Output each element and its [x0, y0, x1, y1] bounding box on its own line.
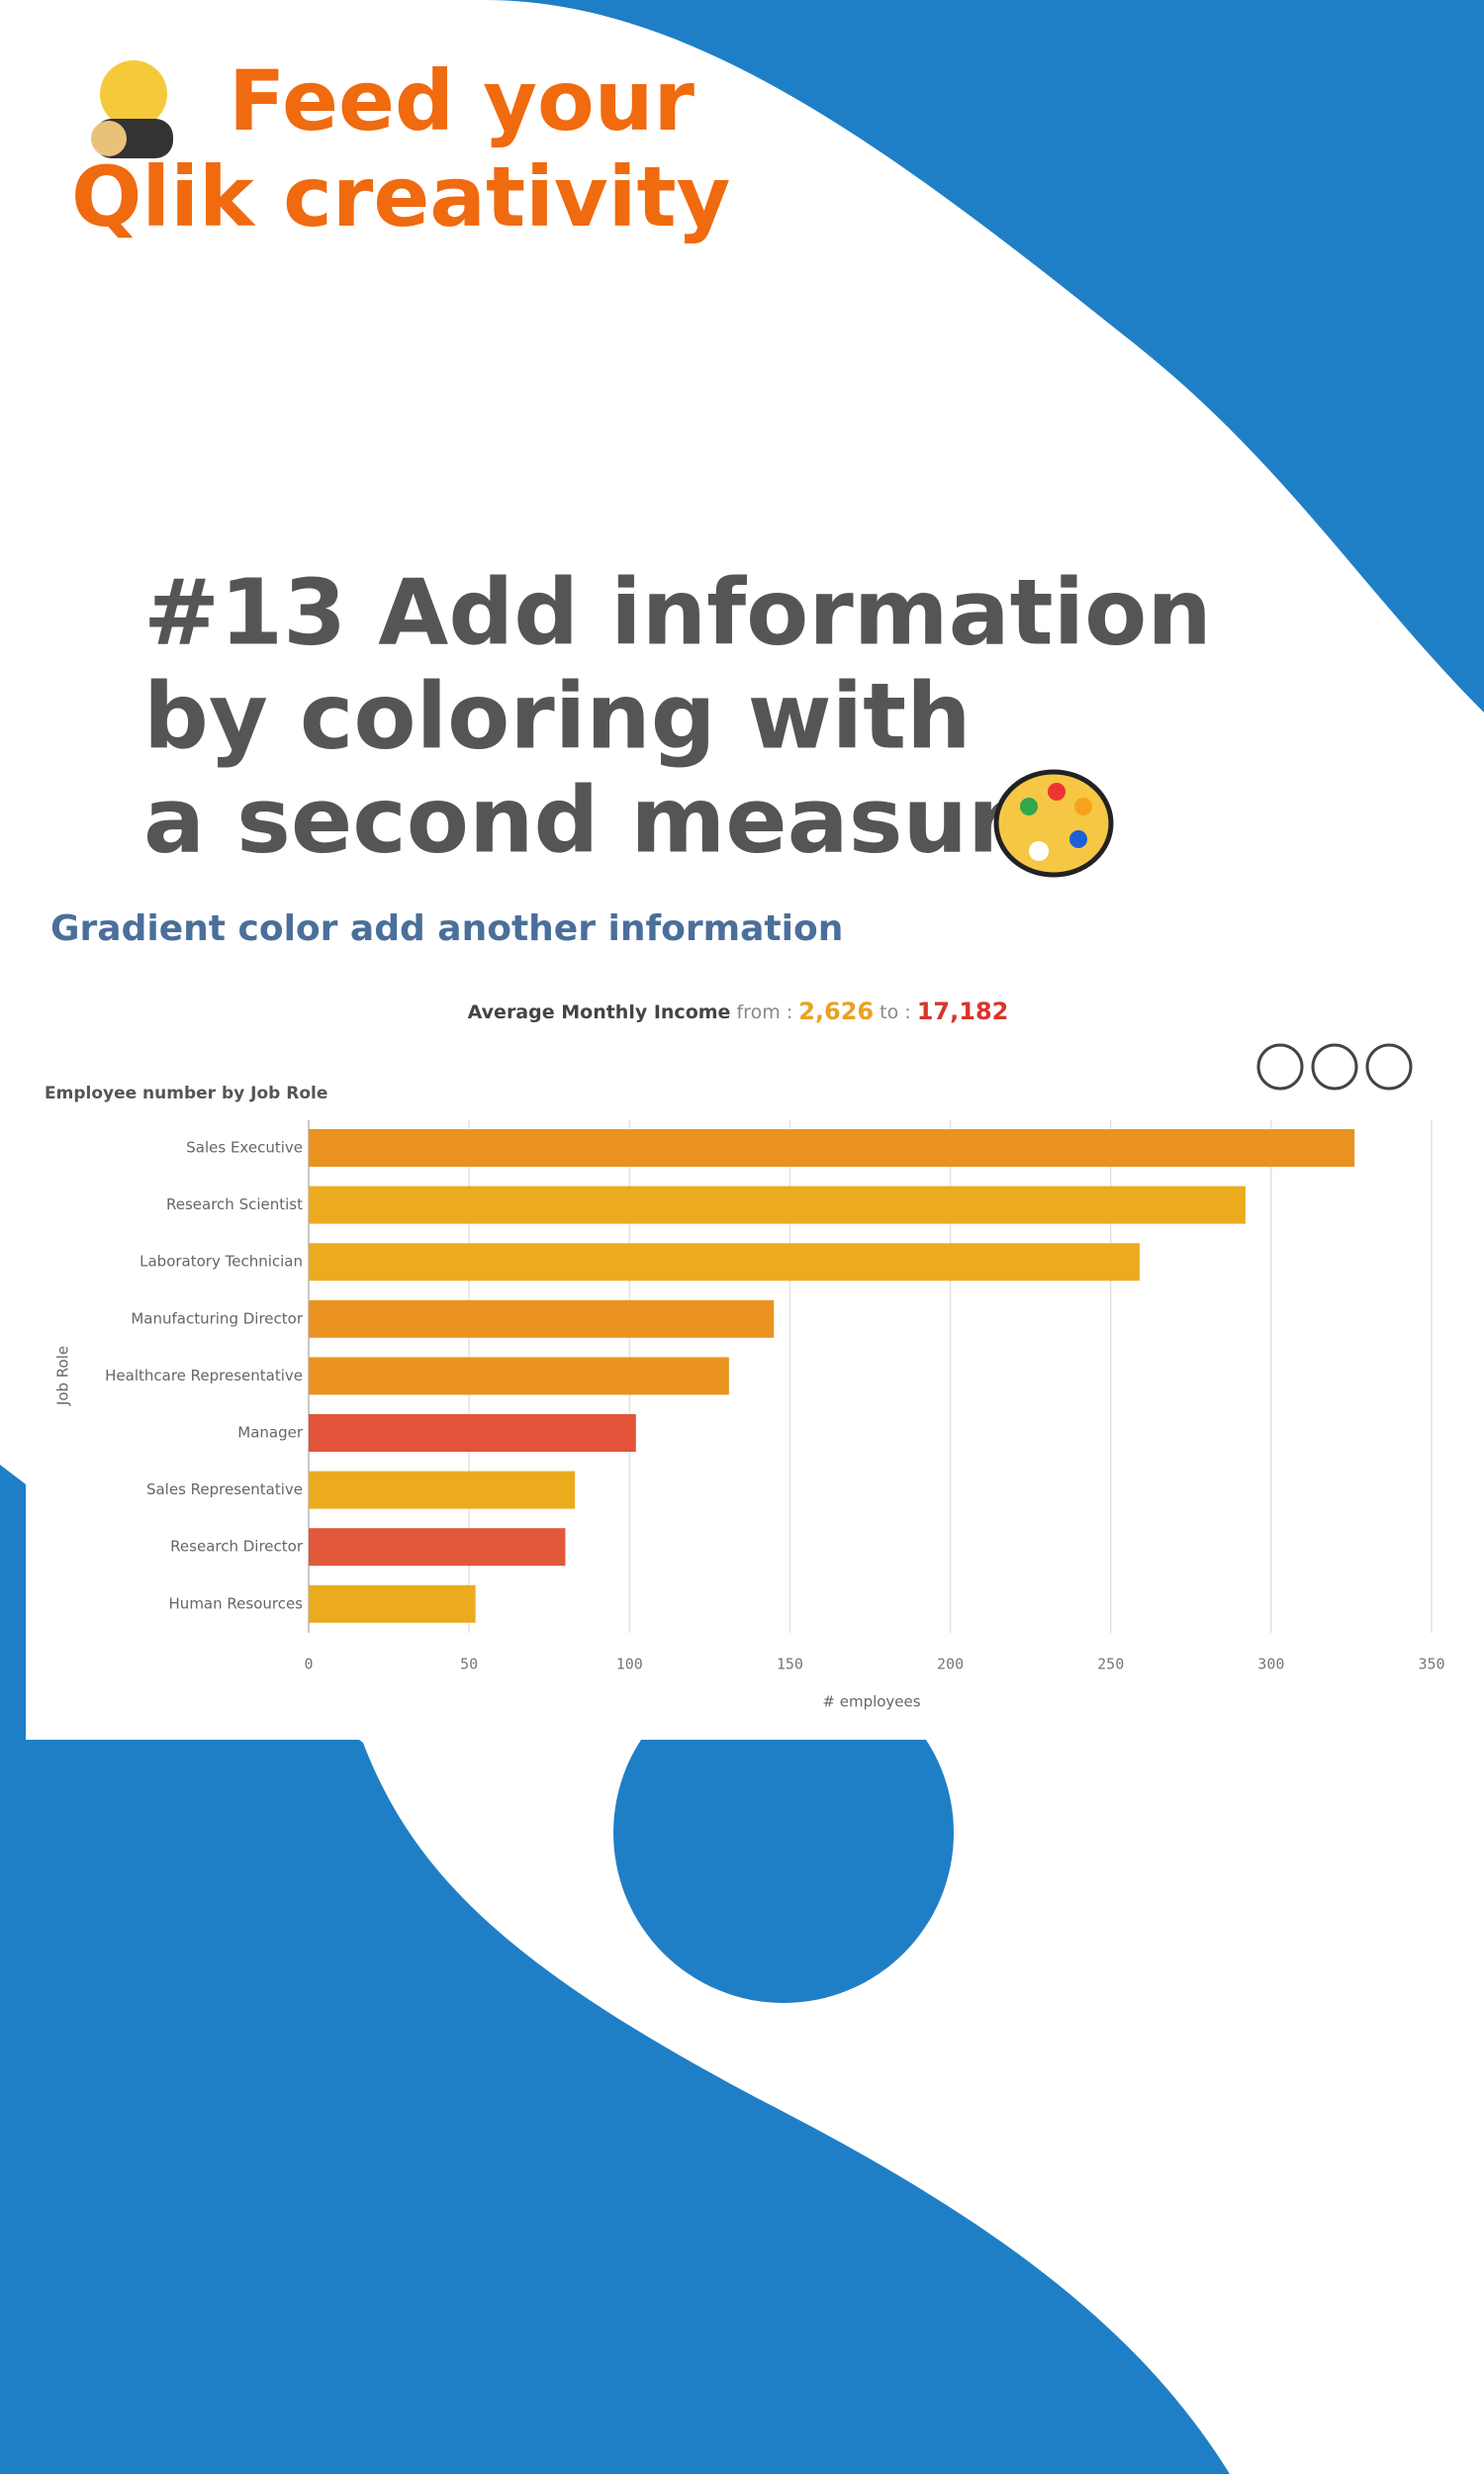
x-tick-label: 150 — [777, 1656, 803, 1673]
legend-to: 17,182 — [917, 998, 1009, 1025]
fullscreen-button[interactable] — [1365, 1043, 1413, 1091]
bar — [309, 1357, 729, 1395]
bar — [309, 1129, 1355, 1167]
blob-top — [485, 0, 1484, 713]
y-tick-label: Laboratory Technician — [139, 1253, 303, 1271]
bar — [309, 1243, 1140, 1282]
y-tick-label: Research Director — [170, 1538, 304, 1556]
legend-from: 2,626 — [798, 998, 874, 1025]
legend-to-text: to : — [880, 1001, 911, 1023]
y-tick-label: Human Resources — [169, 1594, 304, 1612]
color-legend: Average Monthly Income from : 2,626 to :… — [468, 998, 1009, 1025]
y-tick-label: Sales Representative — [146, 1480, 303, 1498]
legend-from-text: from : — [736, 1001, 792, 1023]
snapshot-button[interactable] — [1256, 1043, 1304, 1091]
x-tick-label: 200 — [937, 1656, 964, 1673]
bar — [309, 1299, 775, 1338]
y-tick-label: Sales Executive — [186, 1139, 303, 1157]
bar — [309, 1584, 476, 1623]
legend-title: Average Monthly Income — [468, 1001, 731, 1023]
x-tick-label: 100 — [616, 1656, 643, 1673]
x-tick-label: 350 — [1418, 1656, 1444, 1673]
headline-line: #13 Add information — [143, 559, 1212, 665]
brand-line: Qlik creativity — [71, 148, 730, 245]
bar — [309, 1528, 566, 1567]
toolbar — [1256, 1043, 1413, 1091]
y-tick-label: Manager — [237, 1424, 304, 1442]
x-tick-label: 300 — [1257, 1656, 1284, 1673]
headline-line: a second measure — [143, 767, 1074, 873]
chart-subtitle: Employee number by Job Role — [45, 1084, 327, 1103]
y-tick-label: Research Scientist — [166, 1195, 303, 1213]
columns-button[interactable] — [1311, 1043, 1358, 1091]
y-axis-label: Job Role — [54, 1346, 72, 1406]
blob-circle — [613, 1663, 954, 2003]
headline-line: by coloring with — [143, 663, 972, 769]
artist-icon — [91, 60, 173, 158]
bar — [309, 1471, 576, 1509]
y-tick-label: Manufacturing Director — [131, 1309, 303, 1327]
y-tick-label: Healthcare Representative — [105, 1367, 303, 1384]
chart-title: Gradient color add another information — [50, 908, 843, 949]
bar — [309, 1186, 1246, 1224]
x-axis-label: # employees — [822, 1693, 920, 1711]
x-tick-label: 250 — [1097, 1656, 1124, 1673]
x-tick-label: 50 — [460, 1656, 478, 1673]
brand-line: Feed your — [229, 52, 696, 149]
x-tick-label: 0 — [304, 1656, 313, 1673]
palette-icon — [993, 769, 1114, 878]
bar — [309, 1414, 636, 1452]
